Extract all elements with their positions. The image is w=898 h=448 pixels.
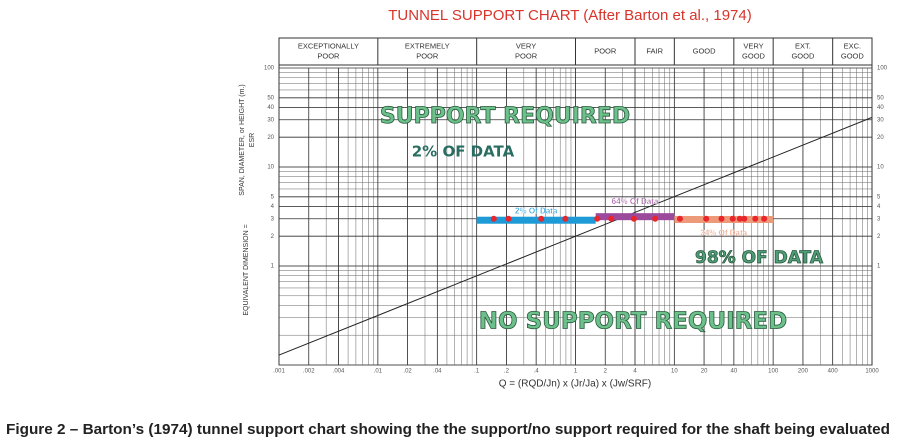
data-point (752, 215, 759, 222)
data-point (594, 215, 601, 222)
x-tick-label: 400 (828, 369, 839, 375)
data-point (736, 215, 743, 222)
y-tick-label: 50 (267, 95, 274, 101)
data-point (703, 215, 710, 222)
x-axis-label: Q = (RQD/Jn) x (Jr/Ja) x (Jw/SRF) (499, 379, 652, 390)
y-tick-label: 5 (877, 194, 881, 200)
class-label: POOR (317, 51, 340, 60)
annotation: 98% OF DATA (695, 248, 824, 268)
chart-title: TUNNEL SUPPORT CHART (After Barton et al… (388, 7, 751, 24)
y-tick-label: 20 (267, 135, 274, 141)
data-point (652, 215, 659, 222)
data-point (718, 215, 725, 222)
y-tick-label: 30 (877, 117, 884, 123)
data-point (630, 215, 637, 222)
x-tick-label: .001 (273, 369, 285, 375)
x-tick-label: .002 (303, 369, 315, 375)
y-axis-label: SPAN, DIAMETER, or HEIGHT (m.) (239, 84, 246, 195)
y-tick-label: 20 (877, 135, 884, 141)
y-tick-label: 50 (877, 95, 884, 101)
x-tick-label: 4 (633, 369, 637, 375)
marks (278, 116, 873, 356)
x-tick-label: .004 (333, 369, 345, 375)
data-point (562, 215, 569, 222)
y-tick-label: 40 (267, 105, 274, 111)
y-tick-label: 4 (271, 204, 275, 210)
class-label: VERY (516, 41, 536, 50)
x-tick-label: .02 (403, 369, 412, 375)
x-tick-label: 2 (604, 369, 608, 375)
esr-line (278, 116, 873, 356)
x-tick-label: .04 (433, 369, 442, 375)
data-point (729, 215, 736, 222)
y-tick-label: 2 (271, 234, 275, 240)
class-label: GOOD (791, 51, 815, 60)
band-label: 64% Of Data (612, 197, 659, 206)
x-tick-label: .2 (504, 369, 510, 375)
y-tick-label: 2 (877, 234, 881, 240)
class-label: EXT. (795, 41, 811, 50)
y-tick-label: 5 (271, 194, 275, 200)
y-tick-label: 100 (264, 66, 275, 72)
y-tick-label: 4 (877, 204, 881, 210)
y-tick-label: 1 (271, 264, 275, 270)
x-tick-label: 1000 (865, 369, 879, 375)
class-label: FAIR (646, 46, 663, 55)
band-label: 34% Of Data (700, 229, 747, 238)
x-tick-label: 1 (574, 369, 578, 375)
data-point (608, 215, 615, 222)
band-label: 2% Of Data (515, 206, 558, 215)
class-label: EXCEPTIONALLY (298, 41, 359, 50)
data-point (505, 215, 512, 222)
class-label: EXC. (844, 41, 862, 50)
y-tick-label: 40 (877, 105, 884, 111)
data-point (741, 215, 748, 222)
annotation: SUPPORT REQUIRED (380, 104, 630, 129)
y-tick-label: 3 (877, 216, 881, 222)
y-tick-label: 10 (267, 165, 274, 171)
data-point (761, 215, 768, 222)
data-band (476, 216, 596, 224)
class-label: VERY (743, 41, 763, 50)
data-point (490, 215, 497, 222)
annotation: 2% OF DATA (412, 143, 515, 161)
x-tick-label: .1 (474, 369, 480, 375)
x-tick-label: .4 (534, 369, 540, 375)
y-axis-label: EQUIVALENT DIMENSION = (243, 224, 250, 315)
y-tick-label: 10 (877, 165, 884, 171)
x-tick-label: 10 (671, 369, 678, 375)
x-tick-label: 20 (701, 369, 708, 375)
y-tick-label: 30 (267, 117, 274, 123)
y-tick-label: 3 (271, 216, 275, 222)
y-tick-label: 100 (877, 66, 888, 72)
class-label: POOR (515, 51, 538, 60)
labels: SUPPORT REQUIRED 2% OF DATA 98% OF DATA … (6, 41, 890, 437)
annotation: NO SUPPORT REQUIRED (479, 309, 787, 335)
class-label: POOR (416, 51, 439, 60)
figure-caption: Figure 2 – Barton’s (1974) tunnel suppor… (6, 422, 890, 438)
y-tick-label: 1 (877, 264, 881, 270)
class-label: GOOD (841, 51, 865, 60)
x-tick-label: 40 (730, 369, 737, 375)
class-label: POOR (594, 46, 617, 55)
class-label: GOOD (693, 46, 717, 55)
class-label: EXTREMELY (405, 41, 450, 50)
x-tick-label: 100 (768, 369, 779, 375)
x-tick-label: .01 (374, 369, 383, 375)
x-tick-label: 200 (798, 369, 809, 375)
y-axis-label: ESR (249, 133, 256, 147)
data-point (538, 215, 545, 222)
data-point (676, 215, 683, 222)
class-label: GOOD (742, 51, 766, 60)
